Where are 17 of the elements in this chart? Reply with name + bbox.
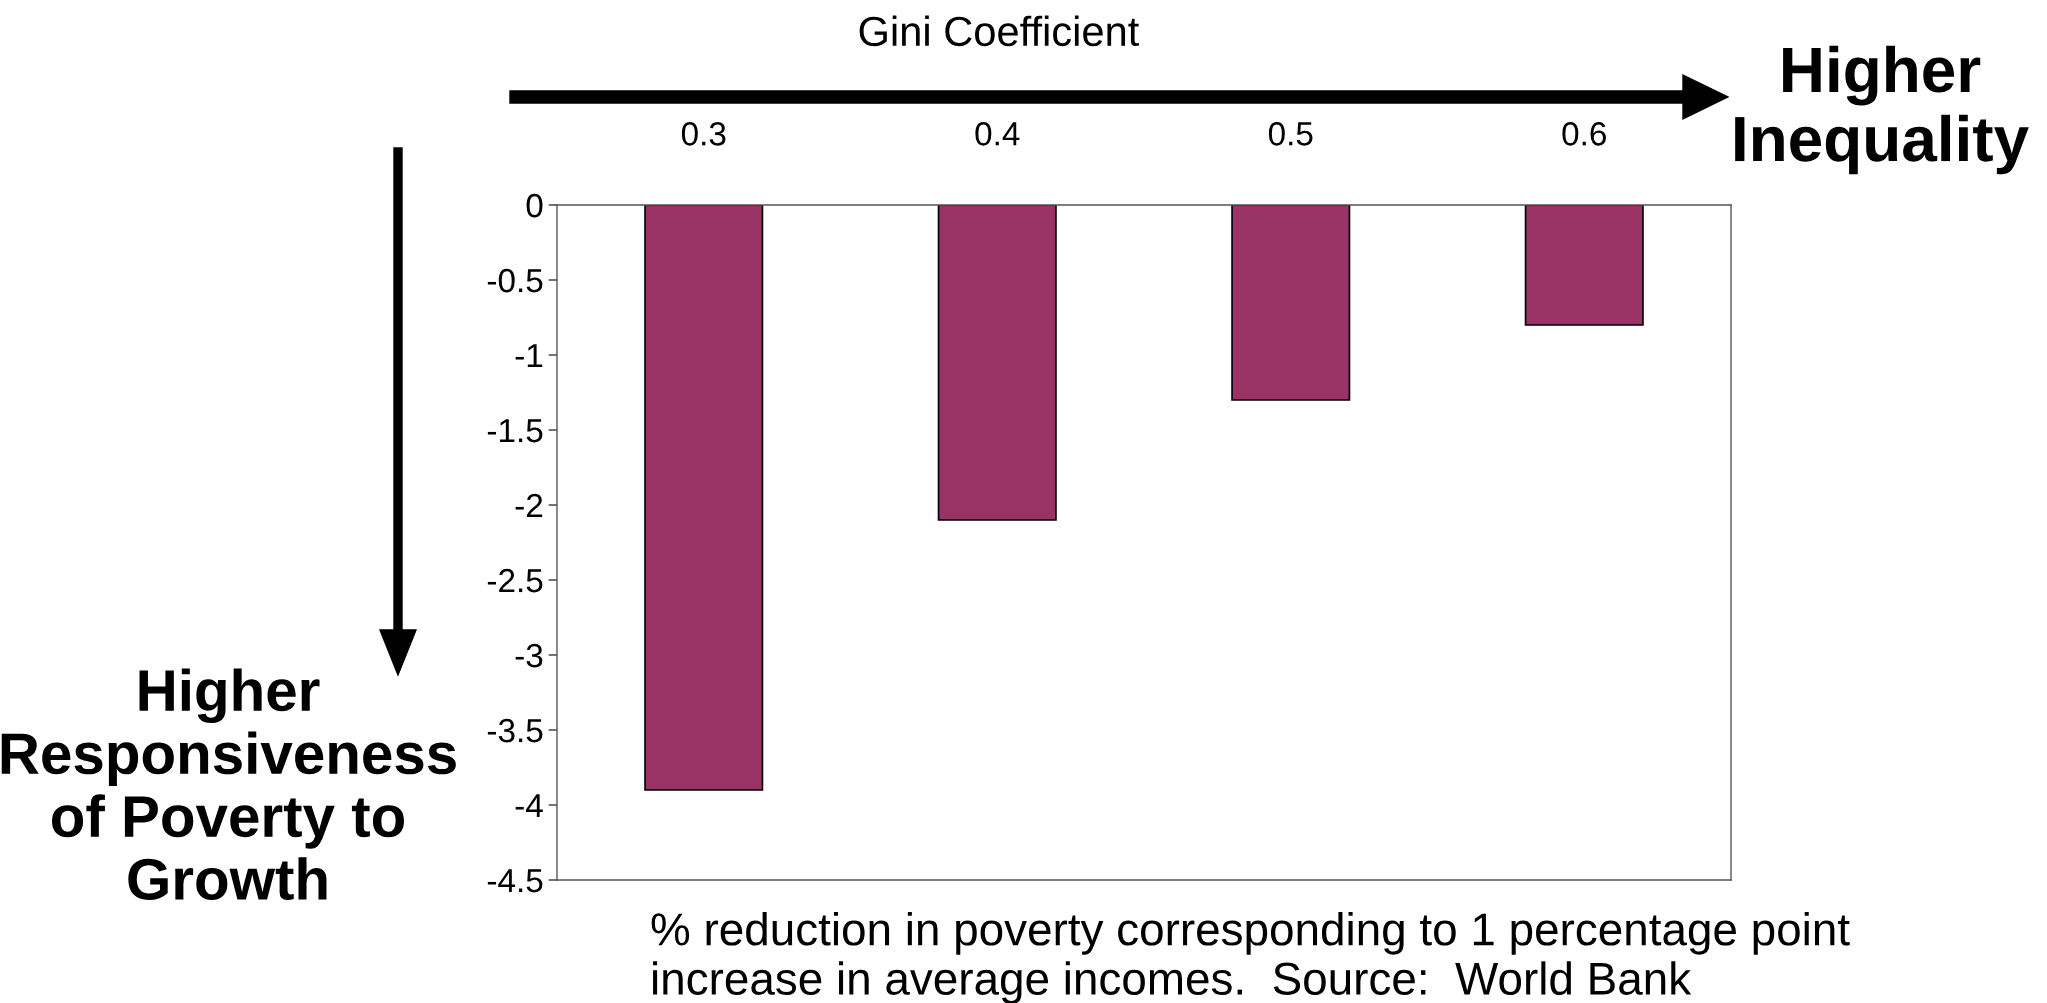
x-tick-label: 0.5 [1268, 122, 1313, 146]
x-tick-label: 0.4 [975, 122, 1020, 146]
text: Higher Inequality [1735, 45, 2029, 175]
text: Higher Responsiveness of Poverty to Growth [1, 668, 456, 901]
y-tick-label: -4 [515, 794, 543, 818]
x-tick-label: 0.6 [1562, 122, 1606, 146]
y-tick-label: -2 [515, 493, 543, 518]
x-tick-label: 0.3 [681, 122, 726, 146]
y-tick-label: -3.5 [487, 718, 543, 743]
y-tick-label: -0.5 [487, 268, 543, 293]
y-tick-label: -2.5 [487, 568, 543, 593]
y-tick-label: -3 [515, 643, 543, 668]
y-tick-label: -1 [515, 344, 543, 368]
x-axis-title: Gini Coefficient [859, 15, 1140, 47]
y-tick-label: -1.5 [487, 419, 543, 443]
y-tick-label: -4.5 [487, 869, 543, 893]
y-tick-label: 0 [526, 193, 543, 218]
